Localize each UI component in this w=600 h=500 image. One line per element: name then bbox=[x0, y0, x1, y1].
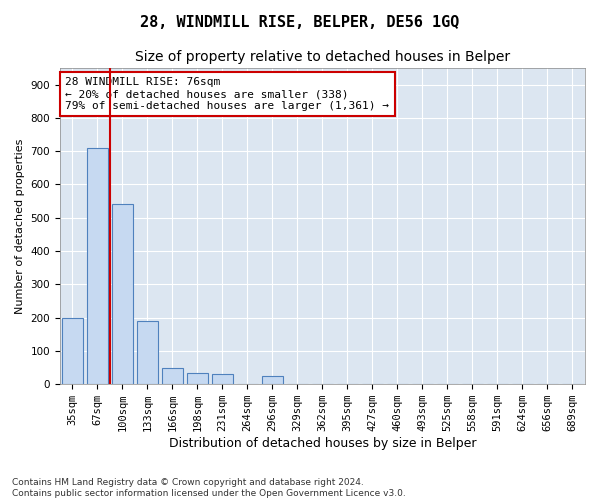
Bar bbox=[187, 372, 208, 384]
Text: Contains HM Land Registry data © Crown copyright and database right 2024.
Contai: Contains HM Land Registry data © Crown c… bbox=[12, 478, 406, 498]
Bar bbox=[212, 374, 233, 384]
Text: 28, WINDMILL RISE, BELPER, DE56 1GQ: 28, WINDMILL RISE, BELPER, DE56 1GQ bbox=[140, 15, 460, 30]
Bar bbox=[162, 368, 183, 384]
X-axis label: Distribution of detached houses by size in Belper: Distribution of detached houses by size … bbox=[169, 437, 476, 450]
Bar bbox=[62, 318, 83, 384]
Bar bbox=[87, 148, 108, 384]
Title: Size of property relative to detached houses in Belper: Size of property relative to detached ho… bbox=[135, 50, 510, 64]
Bar bbox=[137, 321, 158, 384]
Y-axis label: Number of detached properties: Number of detached properties bbox=[15, 138, 25, 314]
Bar bbox=[262, 376, 283, 384]
Bar bbox=[112, 204, 133, 384]
Text: 28 WINDMILL RISE: 76sqm
← 20% of detached houses are smaller (338)
79% of semi-d: 28 WINDMILL RISE: 76sqm ← 20% of detache… bbox=[65, 78, 389, 110]
